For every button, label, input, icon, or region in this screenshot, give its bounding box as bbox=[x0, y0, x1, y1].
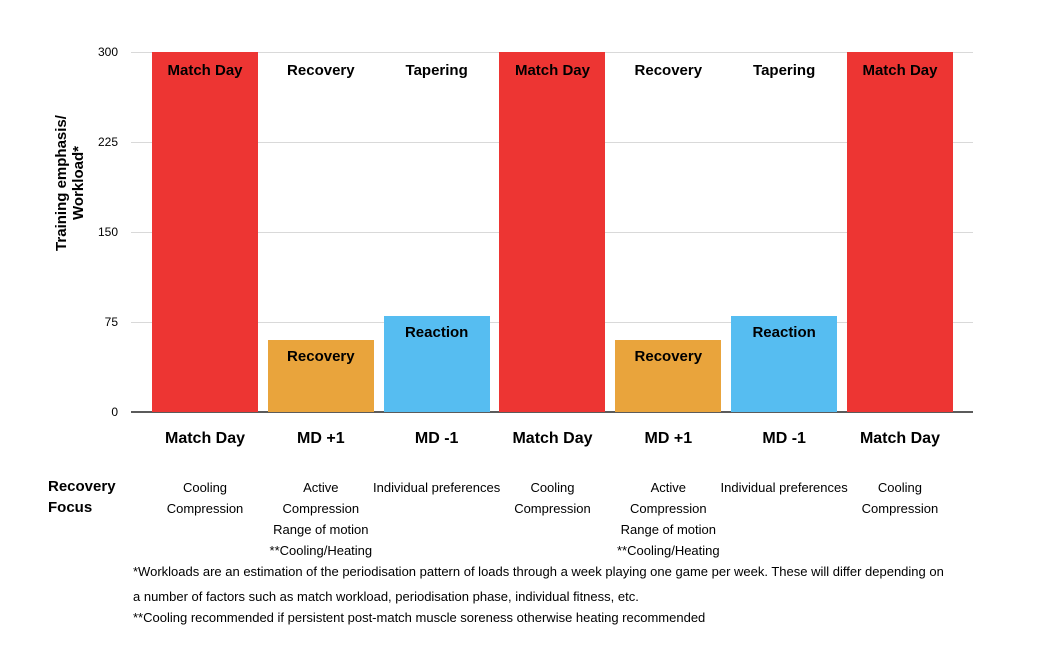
y-tick-label: 300 bbox=[97, 45, 118, 59]
phase-label: Match Day bbox=[514, 62, 590, 79]
recovery-focus-column: Cooling Compression bbox=[820, 477, 980, 519]
y-axis-title-text: Training emphasis/ Workload* bbox=[53, 98, 87, 268]
phase-label: Tapering bbox=[405, 62, 468, 79]
phase-label: Match Day bbox=[167, 62, 243, 79]
recovery-focus-label-line2: Focus bbox=[48, 499, 93, 516]
x-axis-label: MD +1 bbox=[644, 430, 693, 447]
bar-label: Reaction bbox=[404, 324, 469, 341]
y-tick-label: 75 bbox=[104, 315, 118, 329]
footnote-line: **Cooling recommended if persistent post… bbox=[133, 610, 706, 625]
phase-label: Tapering bbox=[753, 62, 816, 79]
recovery-focus-column: Individual preferences bbox=[357, 477, 517, 498]
recovery-focus-column: Individual preferences bbox=[704, 477, 864, 498]
bar-label: Reaction bbox=[752, 324, 816, 341]
bar-label: Recovery bbox=[634, 348, 703, 365]
x-axis-line bbox=[131, 411, 973, 413]
recovery-focus-line: **Cooling/Heating bbox=[617, 543, 720, 558]
footnote-line: a number of factors such as match worklo… bbox=[133, 589, 639, 604]
bar bbox=[152, 52, 258, 412]
x-axis-label: MD +1 bbox=[297, 430, 345, 447]
recovery-focus-column: Cooling Compression bbox=[125, 477, 285, 519]
recovery-focus-row-label: Recovery Focus bbox=[48, 476, 116, 518]
x-axis-label: MD -1 bbox=[762, 430, 806, 447]
recovery-focus-line: Active bbox=[650, 480, 687, 495]
recovery-focus-column: Active Compression Range of motion **Coolin… bbox=[241, 477, 401, 561]
y-tick-label: 150 bbox=[97, 225, 118, 239]
x-axis-label: Match Day bbox=[859, 430, 940, 447]
phase-label: Recovery bbox=[287, 62, 355, 79]
recovery-focus-line: Cooling bbox=[530, 480, 575, 495]
bar: Recovery bbox=[267, 340, 374, 412]
recovery-focus-line: Individual preferences bbox=[373, 480, 501, 495]
bar: Recovery bbox=[615, 340, 722, 412]
recovery-focus-line: Individual preferences bbox=[720, 480, 848, 495]
recovery-focus-line: Compression bbox=[630, 501, 707, 516]
recovery-focus-line: Cooling bbox=[877, 480, 923, 495]
recovery-focus-line: Compression bbox=[514, 501, 591, 516]
y-axis-title-line2: Workload* bbox=[70, 146, 87, 220]
bar bbox=[499, 52, 606, 412]
recovery-focus-line: Compression bbox=[861, 501, 939, 516]
recovery-focus-line: Compression bbox=[282, 501, 360, 516]
recovery-focus-line: Compression bbox=[166, 501, 244, 516]
recovery-focus-line: Cooling bbox=[182, 480, 228, 495]
y-axis-title-line1: Training emphasis/ bbox=[53, 115, 70, 251]
x-axis-label: Match Day bbox=[164, 430, 246, 447]
bar: Reaction bbox=[383, 316, 490, 412]
y-tick-label: 225 bbox=[97, 135, 118, 149]
recovery-focus-line: Range of motion bbox=[273, 522, 369, 537]
footnote-line: *Workloads are an estimation of the peri… bbox=[133, 564, 944, 579]
y-tick-label: 0 bbox=[111, 405, 118, 419]
recovery-focus-line: Active bbox=[303, 480, 339, 495]
recovery-focus-column: Active Compression Range of motion **Coolin… bbox=[588, 477, 748, 561]
phase-label: Recovery bbox=[634, 62, 703, 79]
recovery-focus-line: **Cooling/Heating bbox=[269, 543, 373, 558]
bar-label: Recovery bbox=[287, 348, 355, 365]
x-axis-label: MD -1 bbox=[414, 430, 459, 447]
x-axis-label: Match Day bbox=[512, 430, 593, 447]
bar: Reaction bbox=[731, 316, 838, 412]
recovery-focus-line: Range of motion bbox=[620, 522, 717, 537]
phase-label: Match Day bbox=[862, 62, 938, 79]
recovery-focus-label-line1: Recovery bbox=[48, 478, 116, 495]
recovery-focus-column: Cooling Compression bbox=[472, 477, 632, 519]
bar bbox=[846, 52, 953, 412]
plot-area: Recovery Reaction Recovery Reaction Match Da… bbox=[131, 51, 973, 413]
